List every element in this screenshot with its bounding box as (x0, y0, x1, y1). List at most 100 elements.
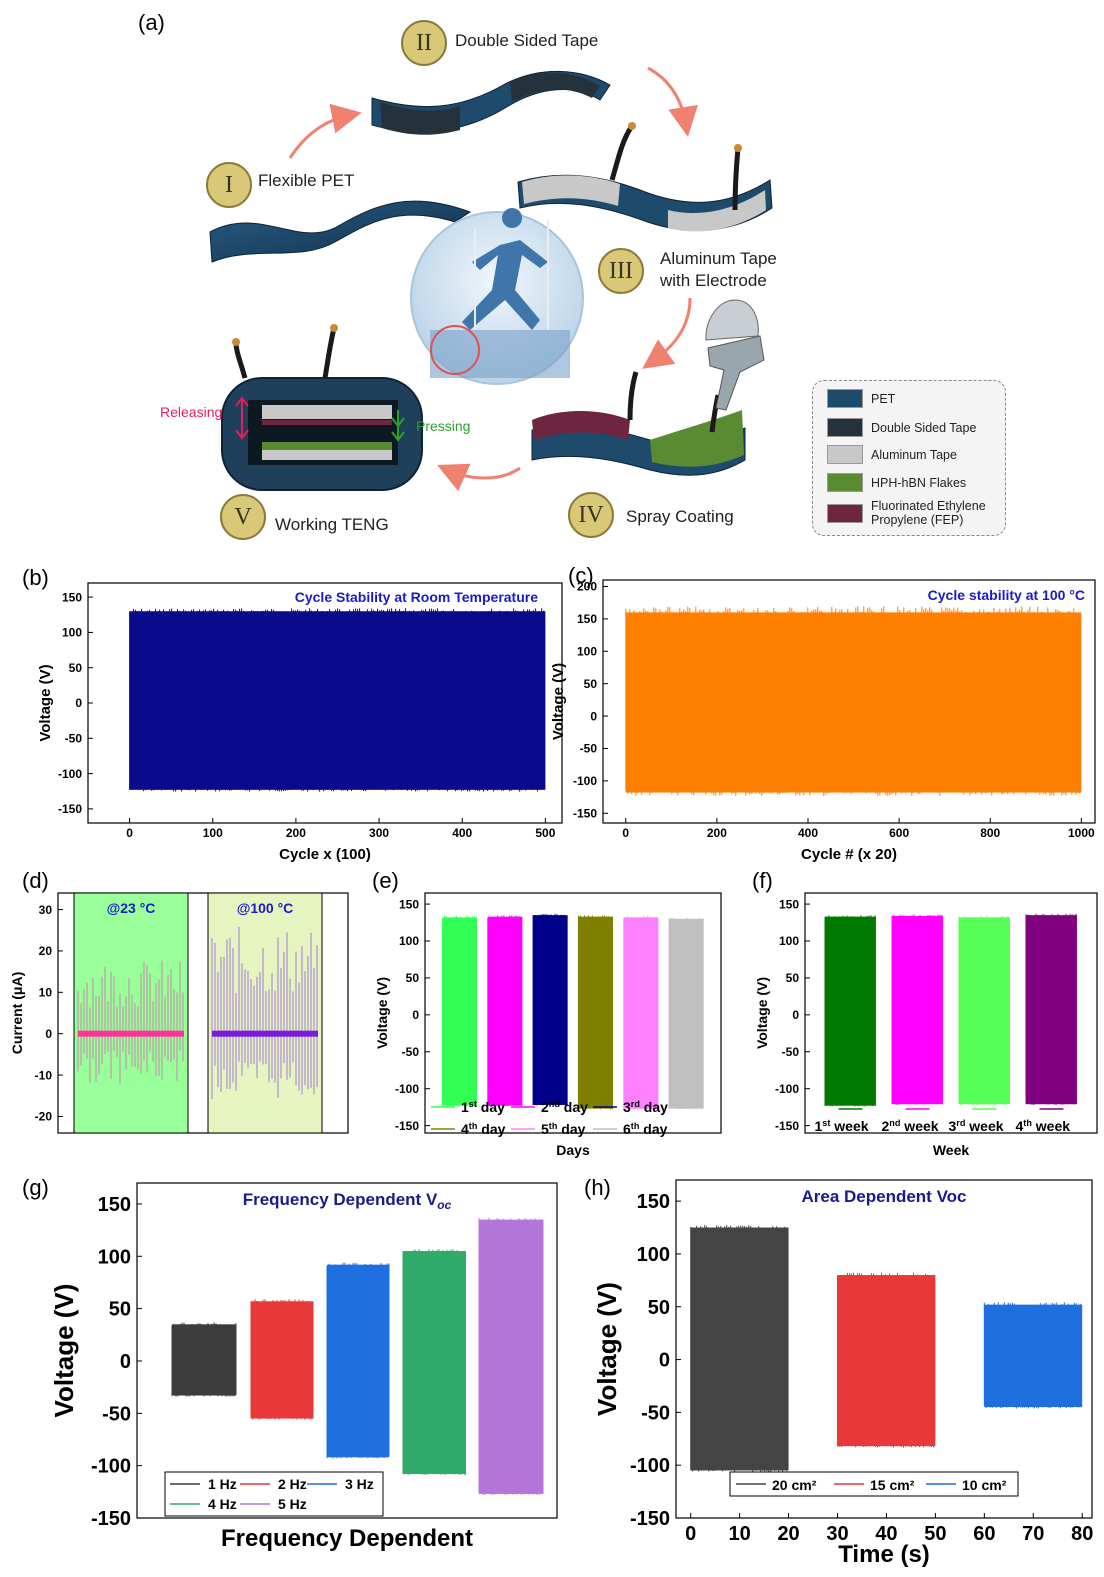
y-tick-label: 150 (399, 897, 419, 911)
y-tick-label: 150 (577, 612, 597, 626)
legend-label-pet: PET (871, 391, 896, 406)
arrow-4-5 (437, 463, 521, 492)
y-tick-label: 150 (62, 590, 82, 604)
runner-figure (462, 208, 548, 330)
y-tick-label: 50 (584, 677, 598, 691)
x-axis-label: Week (933, 1142, 970, 1158)
series-band-2 (487, 916, 523, 1106)
y-tick-label: 0 (120, 1351, 131, 1373)
y-axis-label: Voltage (V) (592, 1282, 622, 1416)
x-axis-label: Days (556, 1142, 590, 1158)
panel-letter-a: (a) (138, 10, 165, 35)
legend-label-hbn: HPH-hBN Flakes (871, 475, 967, 490)
series-band-1-spikes (171, 1322, 237, 1397)
legend-label-5: 5th day (541, 1121, 586, 1137)
panel-letter-b: (b) (22, 565, 49, 590)
y-tick-label: 0 (45, 1027, 52, 1041)
x-tick-label: 300 (369, 826, 389, 840)
series-band-6 (669, 918, 704, 1109)
panel-letter-g: (g) (22, 1175, 49, 1200)
y-tick-label: 150 (637, 1191, 670, 1213)
series-band-4-spikes (577, 915, 613, 1110)
chart-c: -150 -100 -50 0 50 100 150 200 0 200 400 600 800 1000… (550, 579, 1096, 863)
y-tick-label: -100 (91, 1456, 131, 1478)
y-tick-label: -50 (580, 742, 598, 756)
legend-item-hbn: HPH-hBN Flakes (827, 473, 966, 492)
y-tick-label: 50 (648, 1297, 670, 1319)
legend-label-1: 20 cm² (772, 1477, 817, 1493)
x-tick-label: 0 (685, 1523, 696, 1545)
pressing-annotation: Pressing (416, 418, 471, 434)
chart-e: -150 -100 -50 0 50 100 150 Voltage (V) Days 1st d… (374, 892, 722, 1158)
legend-item-fep: Fluorinated Ethylene Propylene (FEP) (827, 499, 986, 527)
step-badge-2: II (401, 20, 447, 66)
arrow-2-3 (647, 66, 698, 137)
y-axis-label: Voltage (V) (374, 977, 390, 1049)
legend-label-1: 1 Hz (208, 1476, 237, 1492)
tape-layer-1 (380, 102, 460, 135)
y-axis-label: Voltage (V) (49, 1284, 79, 1418)
series-band-1 (690, 1227, 789, 1471)
releasing-annotation: Releasing (160, 404, 223, 420)
material-legend: PET Double Sided Tape Aluminum Tape HPH-… (812, 380, 1006, 536)
chart-title: Cycle Stability at Room Temperature (295, 589, 538, 605)
series-band-3 (533, 915, 568, 1105)
plot-frame (424, 892, 722, 1134)
y-tick-label: -10 (35, 1068, 53, 1082)
fabrication-illustration (209, 66, 773, 492)
legend-label-tape: Double Sided Tape (871, 420, 977, 435)
x-axis-label: Time (s) (838, 1541, 930, 1568)
chart-h: -150 -100 -50 0 50 100 150 0 10 20 30 40 50 60 70 80 Vol… (592, 1179, 1093, 1568)
panel-letter-d: (d) (22, 868, 49, 893)
y-tick-label: 50 (109, 1299, 131, 1321)
legend-label-5: 5 Hz (278, 1496, 307, 1512)
series-band-2-spikes (250, 1299, 314, 1420)
y-tick-label: 100 (577, 644, 597, 658)
panel-letter-c: (c) (568, 563, 594, 588)
series-band-2-spikes (891, 914, 943, 1105)
y-tick-label: 30 (39, 903, 53, 917)
legend-label-4: 4th week (1016, 1118, 1071, 1134)
y-tick-label: -100 (630, 1455, 670, 1477)
region-2-label: @100 °C (237, 900, 294, 916)
series-band-1-spikes (441, 915, 477, 1107)
plot-frame (57, 892, 349, 1134)
step-badge-5: V (220, 494, 266, 540)
y-tick-label: -150 (630, 1508, 670, 1530)
legend-label-2: 2nd week (882, 1118, 939, 1134)
y-tick-label: 100 (779, 934, 799, 948)
step-badge-4: IV (568, 492, 614, 538)
legend-label-aluminum: Aluminum Tape (871, 447, 957, 462)
series-band-5-spikes (478, 1217, 544, 1496)
y-tick-label: 0 (659, 1350, 670, 1372)
y-tick-label: 10 (39, 986, 53, 1000)
series-band-1 (442, 917, 477, 1106)
y-tick-label: 0 (75, 696, 82, 710)
step-badge-3: III (598, 248, 644, 294)
x-tick-label: 1000 (1068, 826, 1095, 840)
x-tick-label: 40 (875, 1523, 897, 1545)
voltage-trace-spikes (129, 608, 545, 792)
legend-label-fep: Fluorinated Ethylene Propylene (FEP) (871, 499, 986, 527)
y-tick-label: -150 (58, 802, 82, 816)
voltage-trace-spikes (625, 606, 1081, 797)
legend-label-3: 10 cm² (962, 1477, 1007, 1493)
x-tick-label: 800 (980, 826, 1000, 840)
series-band-6-spikes (668, 917, 704, 1110)
legend-label-3: 3 Hz (345, 1476, 374, 1492)
x-axis-label: Frequency Dependent (221, 1525, 473, 1552)
y-axis-label: Current (μA) (9, 972, 25, 1054)
step-label-5: Working TENG (275, 515, 389, 534)
electrode-wire-2 (732, 147, 741, 211)
chart-g: -150 -100 -50 0 50 100 150 Voltage (V) Frequency… (49, 1182, 558, 1552)
x-tick-label: 50 (924, 1523, 946, 1545)
plot-frame (136, 1182, 558, 1519)
fep-layer (532, 411, 630, 440)
x-tick-label: 30 (826, 1523, 848, 1545)
y-tick-label: 100 (399, 934, 419, 948)
series-band-1-spikes (690, 1225, 788, 1472)
y-axis-label: Voltage (V) (37, 664, 54, 741)
region-2-baseline (212, 1030, 318, 1037)
panel-letter-e: (e) (372, 868, 399, 893)
x-tick-label: 70 (1022, 1523, 1044, 1545)
